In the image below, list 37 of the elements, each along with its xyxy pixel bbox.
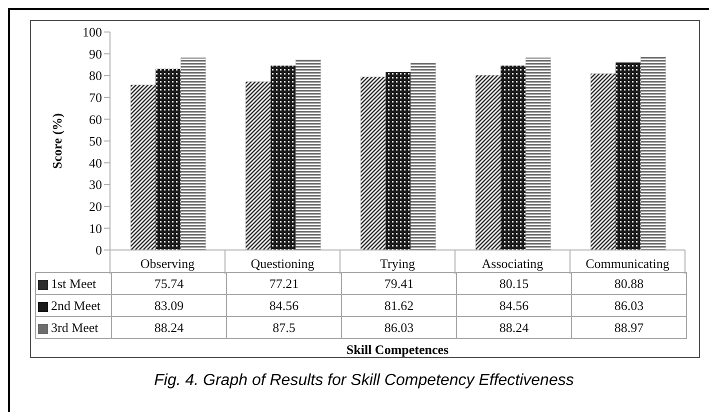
legend-label: 3rd Meet xyxy=(36,316,112,338)
data-label: 80.15 xyxy=(456,272,572,294)
data-label: 75.74 xyxy=(112,272,226,294)
y-tick-label: 20 xyxy=(89,199,102,214)
data-label: 84.56 xyxy=(456,294,572,316)
y-tick-label: 70 xyxy=(89,90,102,106)
x-tick-label: Trying xyxy=(380,256,416,271)
data-label: 88.24 xyxy=(456,316,572,338)
y-tick-label: 100 xyxy=(82,24,102,40)
x-tick-label: Associating xyxy=(482,256,544,271)
data-label: 86.03 xyxy=(342,316,456,338)
y-axis-title: Score (%) xyxy=(50,113,65,169)
text: Skill Competences xyxy=(345,342,450,358)
data-label: 77.21 xyxy=(226,272,342,294)
caption: Fig. 4. Graph of Results for Skill Competency Effectiveness xyxy=(153,372,575,390)
data-label: 80.88 xyxy=(572,272,686,294)
data-label: 88.97 xyxy=(572,316,686,338)
data-label: 86.03 xyxy=(572,294,686,316)
y-tick-label: 30 xyxy=(89,177,102,192)
y-tick-label: 0 xyxy=(96,242,102,258)
y-tick-label: 10 xyxy=(89,220,102,236)
data-label: 83.09 xyxy=(112,294,226,316)
data-label: 87.5 xyxy=(226,316,342,338)
data-label: 79.41 xyxy=(342,272,456,294)
x-tick-label: Communicating xyxy=(586,256,670,271)
data-label: 84.56 xyxy=(226,294,342,316)
x-tick-label: Observing xyxy=(140,256,196,271)
y-tick-label: 60 xyxy=(89,112,102,127)
x-tick-label: Questioning xyxy=(250,256,315,271)
y-tick-label: 80 xyxy=(89,68,102,84)
data-label: 88.24 xyxy=(112,316,226,338)
y-tick-label: 40 xyxy=(89,155,102,170)
y-tick-label: 90 xyxy=(89,46,102,62)
legend-label: 2nd Meet xyxy=(36,294,112,316)
legend-label: 1st Meet xyxy=(36,272,112,294)
data-label: 81.62 xyxy=(342,294,456,316)
y-tick-label: 50 xyxy=(89,134,102,149)
